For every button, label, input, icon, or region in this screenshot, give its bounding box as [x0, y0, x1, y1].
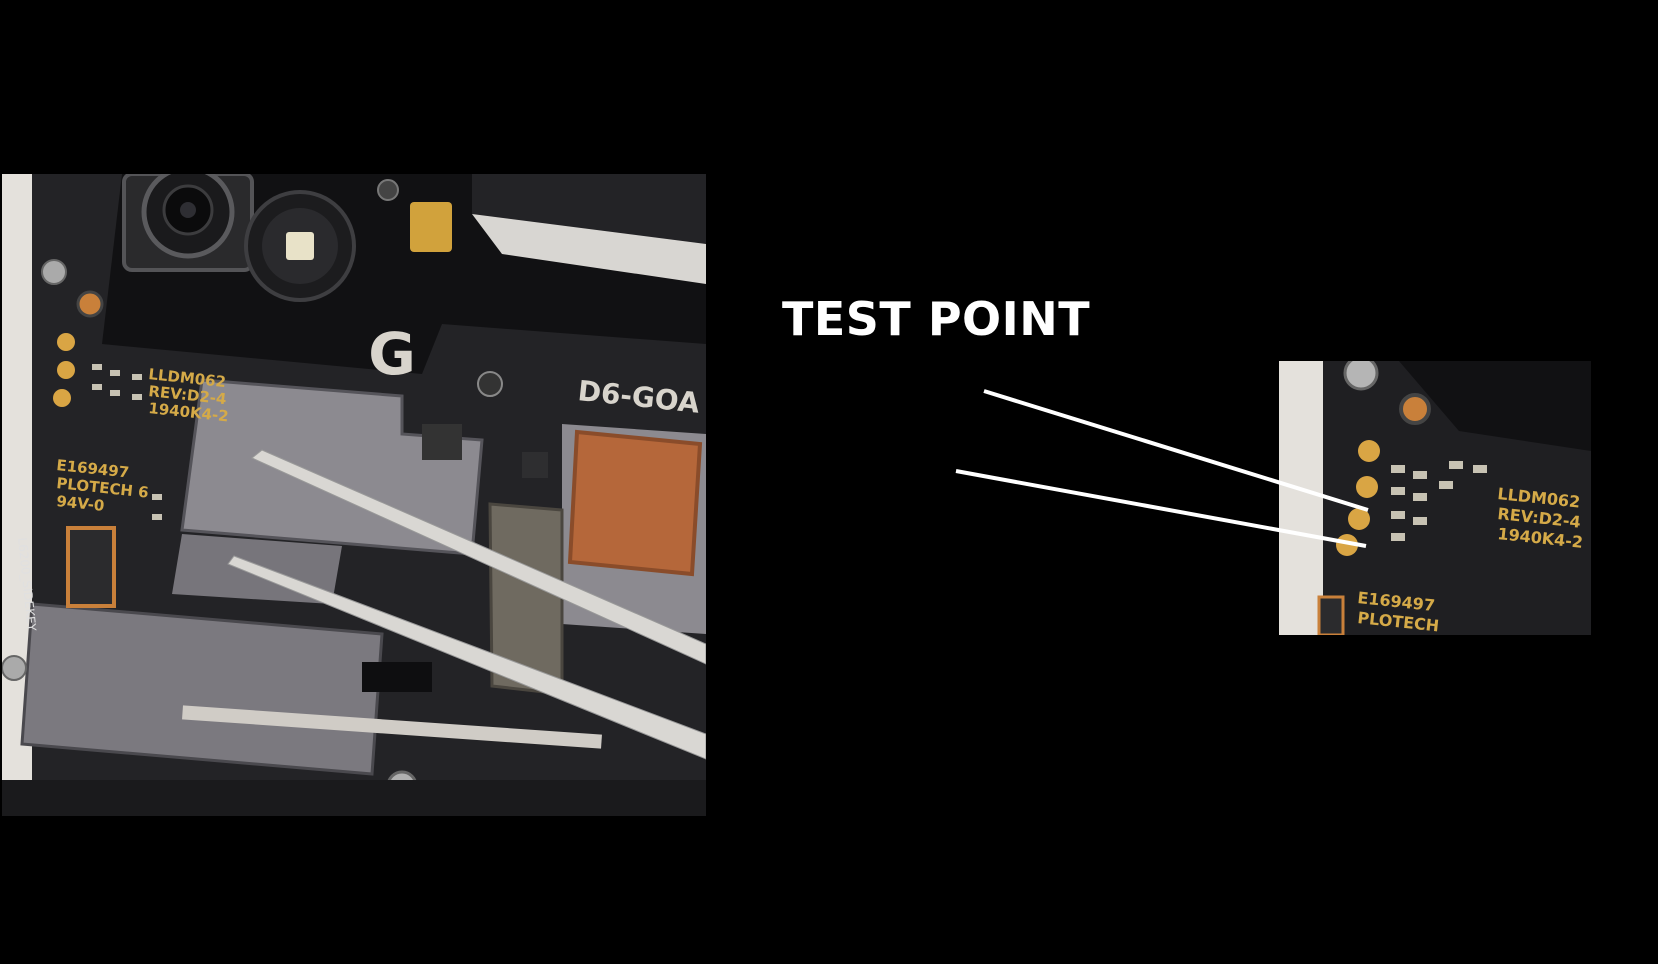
zoom-inset-photo: LLDM062 REV:D2-4 1940K4-2 E169497 PLOTEC… — [1279, 361, 1591, 635]
flash-module — [244, 190, 356, 302]
camera-module — [122, 174, 254, 272]
test-point-title: TEST POINT — [782, 292, 1091, 346]
brand-logo-letter: G — [368, 320, 416, 388]
rating-label: 94V-0 — [56, 492, 106, 515]
tweezers — [227, 449, 706, 760]
board-illustration: G D6-GOA LLDM062 REV:D2-4 — [2, 174, 706, 816]
board-photo: G D6-GOA LLDM062 REV:D2-4 — [2, 174, 706, 816]
zoom-illustration: LLDM062 REV:D2-4 1940K4-2 E169497 PLOTEC… — [1279, 361, 1591, 635]
